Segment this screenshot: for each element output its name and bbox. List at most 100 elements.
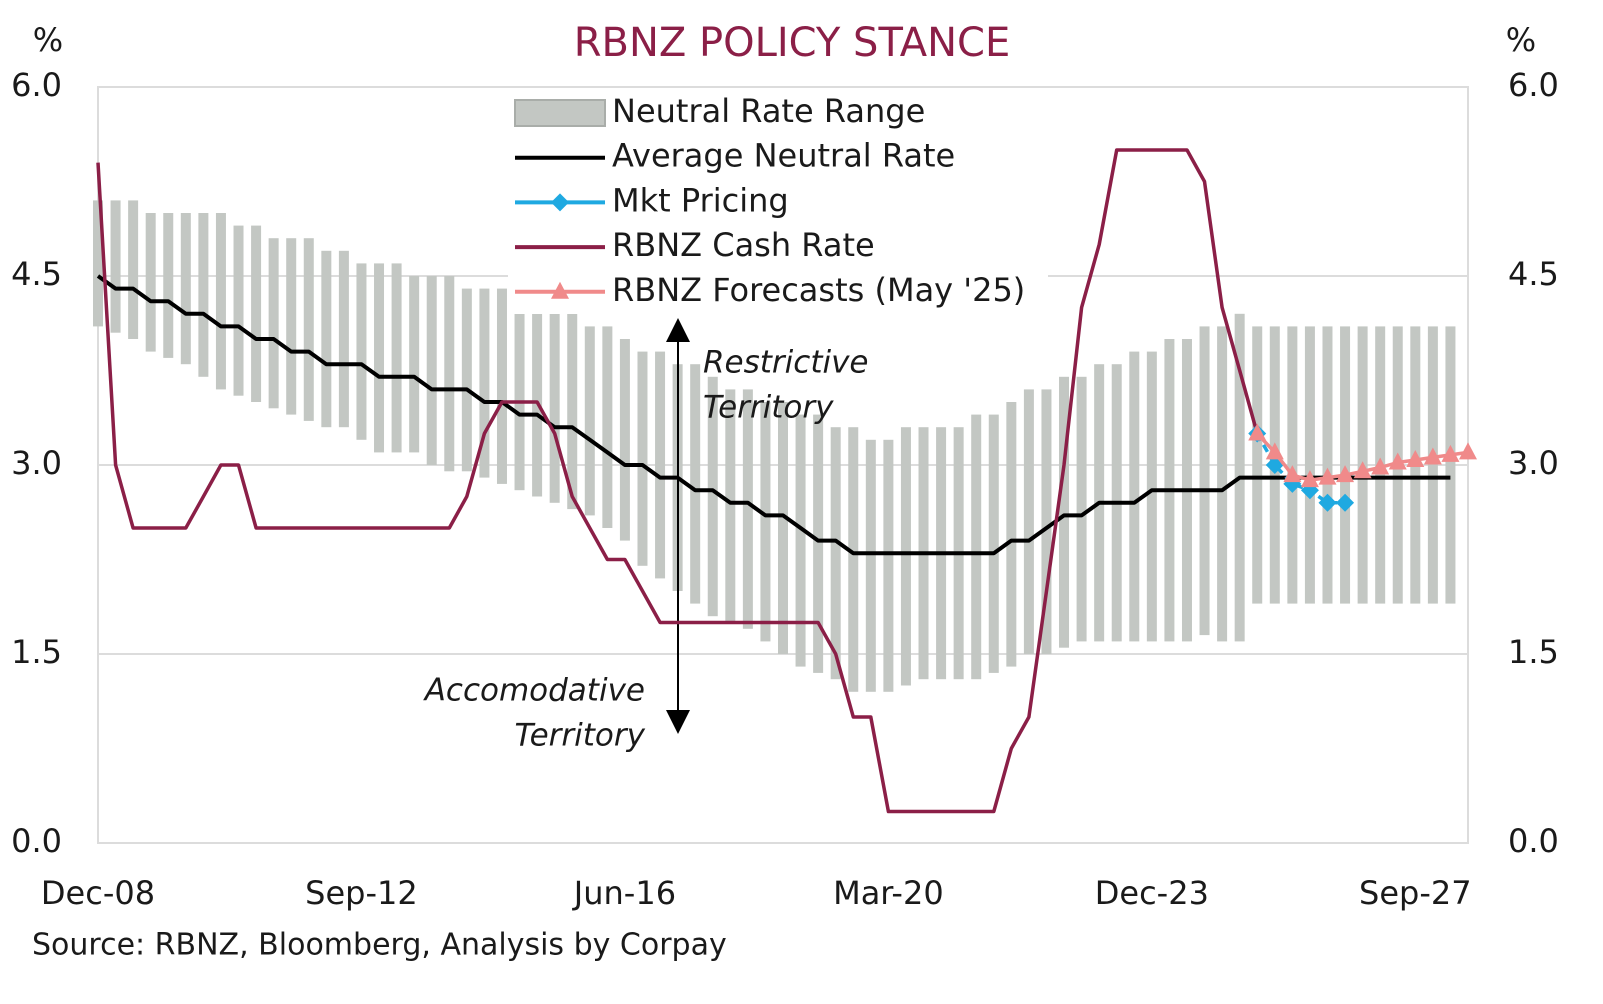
range-bar [1287,326,1298,604]
annotation: Restrictive [703,345,869,381]
range-bar [725,389,736,623]
range-bar [514,301,525,491]
range-bar [1217,326,1228,642]
range-bar [1252,326,1263,604]
range-bar [496,288,507,484]
range-bar [1322,326,1333,604]
x-tick-label: Jun-16 [572,874,676,912]
y-tick-label: 4.5 [11,255,62,293]
marker [1388,452,1407,470]
range-bar [637,351,648,566]
range-bar [707,376,718,617]
range-bar [444,276,455,472]
range-bar [426,276,437,465]
range-bar [1146,351,1157,642]
marker [1283,465,1302,483]
legend-marker [551,193,569,212]
range-bar [778,402,788,654]
range-bar [93,200,103,327]
annotation: Accomodative [423,673,645,709]
y-tick-label: 3.0 [11,444,62,482]
x-tick-label: Mar-20 [833,874,944,912]
range-bar [549,313,560,503]
marker [1441,444,1460,462]
range-bar [251,225,262,402]
range-bar [391,263,402,453]
range-bar [848,427,859,692]
range-bar [1304,326,1315,604]
y2-tick-label: 3.0 [1508,444,1559,482]
range-bar [163,213,174,358]
y2-axis-label: % [1506,21,1536,59]
marker [1248,423,1267,441]
range-bar [1340,326,1351,604]
range-bar [1427,326,1438,604]
range-bar [971,414,982,680]
legend-label: Neutral Rate Range [612,92,925,130]
range-bar [795,414,806,667]
range-bar [356,263,367,440]
range-bar [215,213,226,390]
range-bar [1006,402,1017,667]
range-bar [988,414,999,673]
range-bar [567,313,578,510]
source-note: Source: RBNZ, Bloomberg, Analysis by Cor… [32,928,727,963]
range-bar [1023,389,1034,654]
legend-label: RBNZ Cash Rate [612,226,875,264]
series-line [96,274,1451,556]
y2-tick-label: 1.5 [1508,633,1559,671]
range-bar [742,389,753,629]
plot-border [97,86,1469,844]
marker [1318,493,1337,512]
range-bar [900,427,911,686]
range-bar [1445,326,1456,604]
x-tick-label: Sep-27 [1359,874,1472,912]
x-tick-label: Sep-12 [305,874,418,912]
arrow-head [666,710,690,734]
y-axis-label: % [33,21,63,59]
range-bar [813,414,824,673]
range-bar [461,288,472,472]
range-bar [268,238,279,409]
range-bar [1059,376,1070,648]
marker [1423,447,1442,465]
range-bar [619,339,630,541]
marker [1406,449,1425,467]
range-bar [1076,376,1087,642]
annotation: Territory [703,390,834,426]
marker [1318,467,1337,485]
range-bar [321,250,332,428]
chart-title: RBNZ POLICY STANCE [574,20,1011,66]
legend-swatch [514,99,606,127]
range-bar [1199,326,1210,636]
marker [1336,465,1355,483]
range-bar [479,288,490,478]
range-bar [374,263,385,453]
series-line [96,148,1259,814]
range-bar [303,238,314,421]
legend: Neutral Rate Range Average Neutral Rate Mk… [508,92,1048,314]
range-bar [198,213,209,377]
y2-tick-label: 0.0 [1508,822,1559,860]
legend-label: Mkt Pricing [612,181,789,219]
range-bar [233,225,244,396]
range-bar [110,200,121,333]
marker [1459,442,1477,460]
y-tick-label: 0.0 [11,822,62,860]
marker [1265,442,1284,460]
marker [1336,493,1355,512]
range-bar [584,326,595,516]
legend-label: Average Neutral Rate [612,137,955,175]
x-tick-label: Dec-23 [1095,874,1209,912]
range-bar [1041,389,1052,654]
range-bar [760,402,771,642]
range-bar [883,439,894,692]
legend-label: RBNZ Forecasts (May '25) [612,271,1025,309]
range-bar [145,213,156,352]
range-bar [286,238,297,415]
x-tick-label: Dec-08 [41,874,155,912]
marker [1300,470,1319,488]
y2-tick-label: 6.0 [1508,66,1559,104]
range-bar [830,427,841,680]
